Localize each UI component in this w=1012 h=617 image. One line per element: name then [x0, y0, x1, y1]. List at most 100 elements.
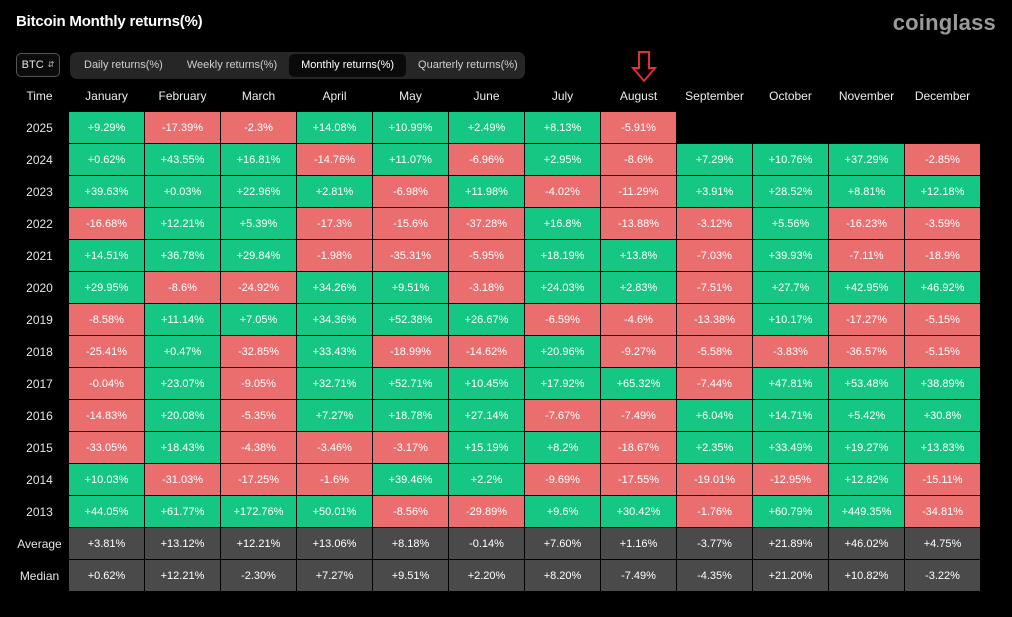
- return-cell[interactable]: +14.08%: [297, 112, 372, 143]
- return-cell[interactable]: -8.56%: [373, 496, 448, 527]
- return-cell[interactable]: -35.31%: [373, 240, 448, 271]
- return-cell[interactable]: -9.05%: [221, 368, 296, 399]
- return-cell[interactable]: +42.95%: [829, 272, 904, 303]
- return-cell[interactable]: -29.89%: [449, 496, 524, 527]
- return-cell[interactable]: +7.29%: [677, 144, 752, 175]
- return-cell[interactable]: -7.67%: [525, 400, 600, 431]
- column-header-december[interactable]: December: [914, 89, 971, 103]
- return-cell[interactable]: +8.13%: [525, 112, 600, 143]
- return-cell[interactable]: +34.26%: [297, 272, 372, 303]
- return-cell[interactable]: +10.45%: [449, 368, 524, 399]
- return-cell[interactable]: -5.15%: [905, 336, 980, 367]
- return-cell[interactable]: +0.62%: [69, 144, 144, 175]
- return-cell[interactable]: -5.58%: [677, 336, 752, 367]
- return-cell[interactable]: +11.07%: [373, 144, 448, 175]
- return-cell[interactable]: -8.6%: [145, 272, 220, 303]
- return-cell[interactable]: +2.83%: [601, 272, 676, 303]
- column-header-january[interactable]: January: [85, 89, 128, 103]
- return-cell[interactable]: +33.43%: [297, 336, 372, 367]
- column-header-september[interactable]: September: [685, 89, 744, 103]
- return-cell[interactable]: +17.92%: [525, 368, 600, 399]
- return-cell[interactable]: +61.77%: [145, 496, 220, 527]
- column-header-november[interactable]: November: [838, 89, 895, 103]
- column-header-march[interactable]: March: [241, 89, 276, 103]
- return-cell[interactable]: +24.03%: [525, 272, 600, 303]
- return-cell[interactable]: -33.05%: [69, 432, 144, 463]
- return-cell[interactable]: -1.98%: [297, 240, 372, 271]
- return-cell[interactable]: -34.81%: [905, 496, 980, 527]
- return-cell[interactable]: +32.71%: [297, 368, 372, 399]
- return-cell[interactable]: +9.6%: [525, 496, 600, 527]
- return-cell[interactable]: +46.92%: [905, 272, 980, 303]
- return-cell[interactable]: -9.69%: [525, 464, 600, 495]
- return-cell[interactable]: -4.02%: [525, 176, 600, 207]
- return-cell[interactable]: -5.95%: [449, 240, 524, 271]
- return-cell[interactable]: +60.79%: [753, 496, 828, 527]
- return-cell[interactable]: -5.91%: [601, 112, 676, 143]
- return-cell[interactable]: +0.03%: [145, 176, 220, 207]
- return-cell[interactable]: +22.96%: [221, 176, 296, 207]
- return-cell[interactable]: -24.92%: [221, 272, 296, 303]
- return-cell[interactable]: +53.48%: [829, 368, 904, 399]
- return-cell[interactable]: +34.36%: [297, 304, 372, 335]
- return-cell[interactable]: -18.67%: [601, 432, 676, 463]
- return-cell[interactable]: -8.58%: [69, 304, 144, 335]
- return-cell[interactable]: +36.78%: [145, 240, 220, 271]
- return-cell[interactable]: +9.29%: [69, 112, 144, 143]
- return-cell[interactable]: +28.52%: [753, 176, 828, 207]
- return-cell[interactable]: +39.46%: [373, 464, 448, 495]
- return-cell[interactable]: +27.14%: [449, 400, 524, 431]
- return-cell[interactable]: -5.15%: [905, 304, 980, 335]
- return-cell[interactable]: +39.93%: [753, 240, 828, 271]
- return-cell[interactable]: -7.03%: [677, 240, 752, 271]
- column-header-june[interactable]: June: [473, 89, 500, 103]
- return-cell[interactable]: +20.96%: [525, 336, 600, 367]
- return-cell[interactable]: +7.27%: [297, 400, 372, 431]
- return-cell[interactable]: +30.8%: [905, 400, 980, 431]
- return-cell[interactable]: -14.76%: [297, 144, 372, 175]
- return-cell[interactable]: +20.08%: [145, 400, 220, 431]
- return-cell[interactable]: +52.71%: [373, 368, 448, 399]
- return-cell[interactable]: +18.19%: [525, 240, 600, 271]
- return-cell[interactable]: -7.49%: [601, 400, 676, 431]
- return-cell[interactable]: +10.03%: [69, 464, 144, 495]
- column-header-april[interactable]: April: [322, 89, 347, 103]
- return-cell[interactable]: -4.6%: [601, 304, 676, 335]
- return-cell[interactable]: +16.8%: [525, 208, 600, 239]
- return-cell[interactable]: +26.67%: [449, 304, 524, 335]
- return-cell[interactable]: -7.11%: [829, 240, 904, 271]
- return-cell[interactable]: -14.62%: [449, 336, 524, 367]
- return-cell[interactable]: -12.95%: [753, 464, 828, 495]
- column-header-august[interactable]: August: [619, 89, 658, 103]
- return-cell[interactable]: -25.41%: [69, 336, 144, 367]
- return-cell[interactable]: +39.63%: [69, 176, 144, 207]
- return-cell[interactable]: -18.9%: [905, 240, 980, 271]
- return-cell[interactable]: -13.88%: [601, 208, 676, 239]
- return-cell[interactable]: +7.05%: [221, 304, 296, 335]
- return-cell[interactable]: -11.29%: [601, 176, 676, 207]
- return-cell[interactable]: +14.71%: [753, 400, 828, 431]
- return-cell[interactable]: +15.19%: [449, 432, 524, 463]
- return-cell[interactable]: -1.76%: [677, 496, 752, 527]
- return-cell[interactable]: +9.51%: [373, 272, 448, 303]
- return-cell[interactable]: +8.81%: [829, 176, 904, 207]
- column-header-may[interactable]: May: [399, 89, 422, 103]
- return-cell[interactable]: +38.89%: [905, 368, 980, 399]
- return-cell[interactable]: +2.35%: [677, 432, 752, 463]
- return-cell[interactable]: -32.85%: [221, 336, 296, 367]
- return-cell[interactable]: +52.38%: [373, 304, 448, 335]
- return-cell[interactable]: -15.6%: [373, 208, 448, 239]
- return-cell[interactable]: +44.05%: [69, 496, 144, 527]
- return-cell[interactable]: +47.81%: [753, 368, 828, 399]
- return-cell[interactable]: +11.98%: [449, 176, 524, 207]
- return-cell[interactable]: -18.99%: [373, 336, 448, 367]
- tab-quarterly-returns[interactable]: Quarterly returns(%): [418, 59, 518, 71]
- return-cell[interactable]: -0.04%: [69, 368, 144, 399]
- return-cell[interactable]: -13.38%: [677, 304, 752, 335]
- return-cell[interactable]: -6.59%: [525, 304, 600, 335]
- return-cell[interactable]: +23.07%: [145, 368, 220, 399]
- return-cell[interactable]: +16.81%: [221, 144, 296, 175]
- return-cell[interactable]: +18.78%: [373, 400, 448, 431]
- return-cell[interactable]: +10.99%: [373, 112, 448, 143]
- column-header-february[interactable]: February: [158, 89, 207, 103]
